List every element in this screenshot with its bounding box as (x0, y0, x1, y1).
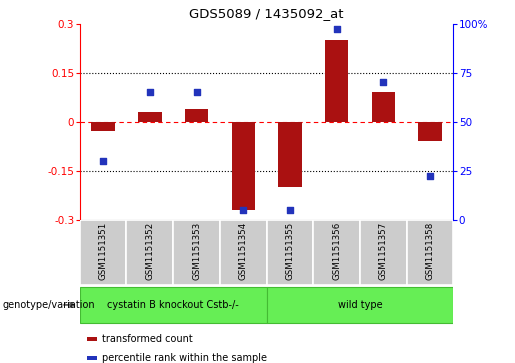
Point (193, 89, 201, 95)
Point (379, 79, 387, 85)
Point (239, 207, 247, 213)
Text: GSM1151354: GSM1151354 (238, 221, 248, 280)
Text: percentile rank within the sample: percentile rank within the sample (102, 353, 267, 363)
Text: GSM1151356: GSM1151356 (332, 221, 341, 280)
Bar (92, 122, 115, 131)
Bar (80, 287, 267, 323)
Point (146, 89, 154, 95)
Text: cystatin B knockout Cstb-/-: cystatin B knockout Cstb-/- (107, 300, 239, 310)
Bar (267, 220, 313, 285)
Bar (127, 220, 173, 285)
Text: transformed count: transformed count (102, 334, 193, 344)
Text: GSM1151351: GSM1151351 (99, 221, 108, 280)
Bar (418, 122, 441, 141)
Bar (371, 92, 395, 122)
Bar (325, 40, 348, 122)
Text: GSM1151353: GSM1151353 (192, 221, 201, 280)
Bar (313, 220, 360, 285)
Bar (360, 220, 406, 285)
Text: genotype/variation: genotype/variation (3, 300, 95, 310)
Bar (88, 337, 97, 341)
Text: GSM1151357: GSM1151357 (379, 221, 388, 280)
Bar (138, 112, 162, 122)
Bar (267, 287, 453, 323)
Bar (80, 220, 127, 285)
Bar (185, 109, 208, 122)
Bar (406, 220, 453, 285)
Text: wild type: wild type (337, 300, 382, 310)
Bar (220, 220, 267, 285)
Bar (88, 356, 97, 360)
Point (99, 158, 107, 164)
Text: GSM1151358: GSM1151358 (425, 221, 434, 280)
Title: GDS5089 / 1435092_at: GDS5089 / 1435092_at (189, 7, 344, 20)
Text: GSM1151355: GSM1151355 (285, 221, 295, 280)
Point (426, 174, 434, 179)
Point (332, 26, 340, 32)
Bar (232, 122, 255, 210)
Point (286, 207, 294, 213)
Bar (278, 122, 301, 187)
Text: GSM1151352: GSM1151352 (145, 221, 154, 280)
Bar (173, 220, 220, 285)
